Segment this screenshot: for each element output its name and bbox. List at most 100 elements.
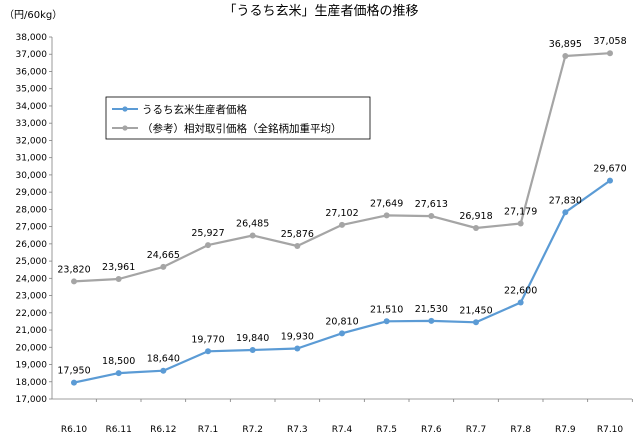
data-point (205, 348, 211, 355)
data-point (205, 242, 211, 249)
data-label: 22,600 (504, 285, 537, 296)
data-point (562, 209, 569, 216)
series-layer: 17,950 18,500 18,640 19,770 19,840 19,930 20,8… (57, 36, 627, 386)
y-tick-label: 19,000 (16, 361, 48, 371)
y-tick-label: 33,000 (16, 119, 48, 129)
data-point (473, 319, 479, 326)
data-label: 27,102 (325, 208, 358, 219)
y-tick-label: 27,000 (16, 223, 48, 233)
legend-box (105, 96, 371, 140)
data-label: 18,640 (147, 354, 180, 365)
y-tick-label: 36,000 (16, 67, 48, 77)
y-axis-ticks: 17,000 18,000 19,000 20,000 21,000 22,000 23,0… (16, 33, 52, 405)
x-tick-label: R7.1 (198, 425, 219, 435)
y-tick-label: 18,000 (16, 378, 48, 388)
data-label: 25,927 (191, 228, 224, 239)
y-tick-label: 22,000 (16, 309, 48, 319)
data-label: 27,613 (415, 199, 448, 210)
data-label: 29,670 (593, 164, 626, 175)
y-tick-label: 30,000 (16, 171, 48, 181)
data-point (249, 347, 256, 354)
data-point (517, 299, 524, 306)
y-tick-label: 24,000 (16, 274, 48, 284)
series-2: 23,820 23,961 24,665 25,927 26,485 25,876 27,1… (57, 36, 627, 285)
legend-label-series-1: うるち玄米生産者価格 (142, 103, 247, 116)
legend: うるち玄米生産者価格 （参考）相対取引価格（全銘柄加重平均） (105, 96, 371, 140)
series-1: 17,950 18,500 18,640 19,770 19,840 19,930 20,8… (57, 164, 627, 386)
data-label: 17,950 (57, 366, 90, 377)
y-tick-label: 37,000 (16, 50, 48, 60)
data-label: 23,961 (102, 262, 135, 273)
data-point (71, 278, 77, 285)
data-point (294, 345, 301, 352)
data-label: 21,530 (415, 304, 448, 315)
data-label: 27,649 (370, 198, 403, 209)
data-label: 26,485 (236, 218, 269, 229)
legend-marker-series-1 (122, 106, 128, 112)
data-point (339, 221, 345, 228)
data-point (473, 225, 479, 232)
data-label: 37,058 (593, 36, 626, 47)
y-tick-label: 26,000 (16, 240, 48, 250)
data-label: 19,840 (236, 333, 269, 344)
legend-label-series-2: （参考）相対取引価格（全銘柄加重平均） (142, 122, 342, 135)
data-label: 36,895 (549, 39, 582, 50)
chart-title: 「うるち玄米」生産者価格の推移 (223, 3, 418, 19)
x-tick-label: R7.7 (466, 425, 487, 435)
data-point (160, 263, 167, 270)
axes (51, 37, 632, 400)
data-point (562, 53, 569, 60)
y-tick-label: 38,000 (16, 33, 48, 43)
data-label: 23,820 (57, 264, 90, 275)
data-point (383, 212, 390, 219)
y-tick-label: 35,000 (16, 85, 48, 95)
data-label: 27,179 (504, 207, 537, 218)
y-tick-label: 21,000 (16, 326, 48, 336)
data-point (607, 50, 613, 57)
data-point (428, 317, 435, 324)
data-label: 26,918 (459, 211, 492, 222)
data-point (428, 213, 435, 220)
y-tick-label: 28,000 (16, 205, 48, 215)
data-label: 21,510 (370, 304, 403, 315)
data-label: 21,450 (459, 305, 492, 316)
x-tick-label: R7.10 (597, 425, 624, 435)
y-tick-label: 32,000 (16, 136, 48, 146)
data-label: 18,500 (102, 356, 135, 367)
data-point (339, 330, 345, 337)
series-line (73, 52, 611, 283)
data-label: 24,665 (147, 250, 180, 261)
data-point (115, 370, 122, 377)
x-tick-label: R6.10 (61, 425, 88, 435)
x-tick-label: R7.6 (421, 425, 442, 435)
legend-marker-series-2 (122, 125, 128, 131)
y-tick-label: 23,000 (16, 292, 48, 302)
data-point (607, 177, 613, 184)
data-point (71, 379, 77, 386)
x-axis-ticks: R6.10 R6.11 R6.12 R7.1 R7.2 R7.3 R7.4 R7.5 R7.6 R… (61, 399, 633, 435)
data-label: 25,876 (281, 229, 314, 240)
data-point (249, 232, 256, 239)
data-label: 19,770 (191, 334, 224, 345)
data-point (383, 318, 390, 325)
x-tick-label: R6.12 (150, 425, 176, 435)
x-tick-label: R7.4 (332, 425, 353, 435)
x-tick-label: R7.5 (376, 425, 397, 435)
y-tick-label: 17,000 (16, 395, 48, 405)
x-tick-label: R7.9 (555, 425, 576, 435)
y-axis-unit-label: （円/60kg） (4, 9, 62, 21)
x-tick-label: R7.3 (287, 425, 308, 435)
x-tick-label: R7.2 (242, 425, 263, 435)
data-label: 27,830 (549, 195, 582, 206)
y-tick-label: 34,000 (16, 102, 48, 112)
data-label: 19,930 (281, 331, 314, 342)
data-point (517, 220, 524, 227)
x-tick-label: R6.11 (106, 425, 132, 435)
data-point (160, 367, 167, 374)
data-point (115, 276, 122, 283)
data-label: 20,810 (325, 316, 358, 327)
y-tick-label: 31,000 (16, 154, 48, 164)
y-tick-label: 25,000 (16, 257, 48, 267)
data-point (294, 242, 301, 249)
